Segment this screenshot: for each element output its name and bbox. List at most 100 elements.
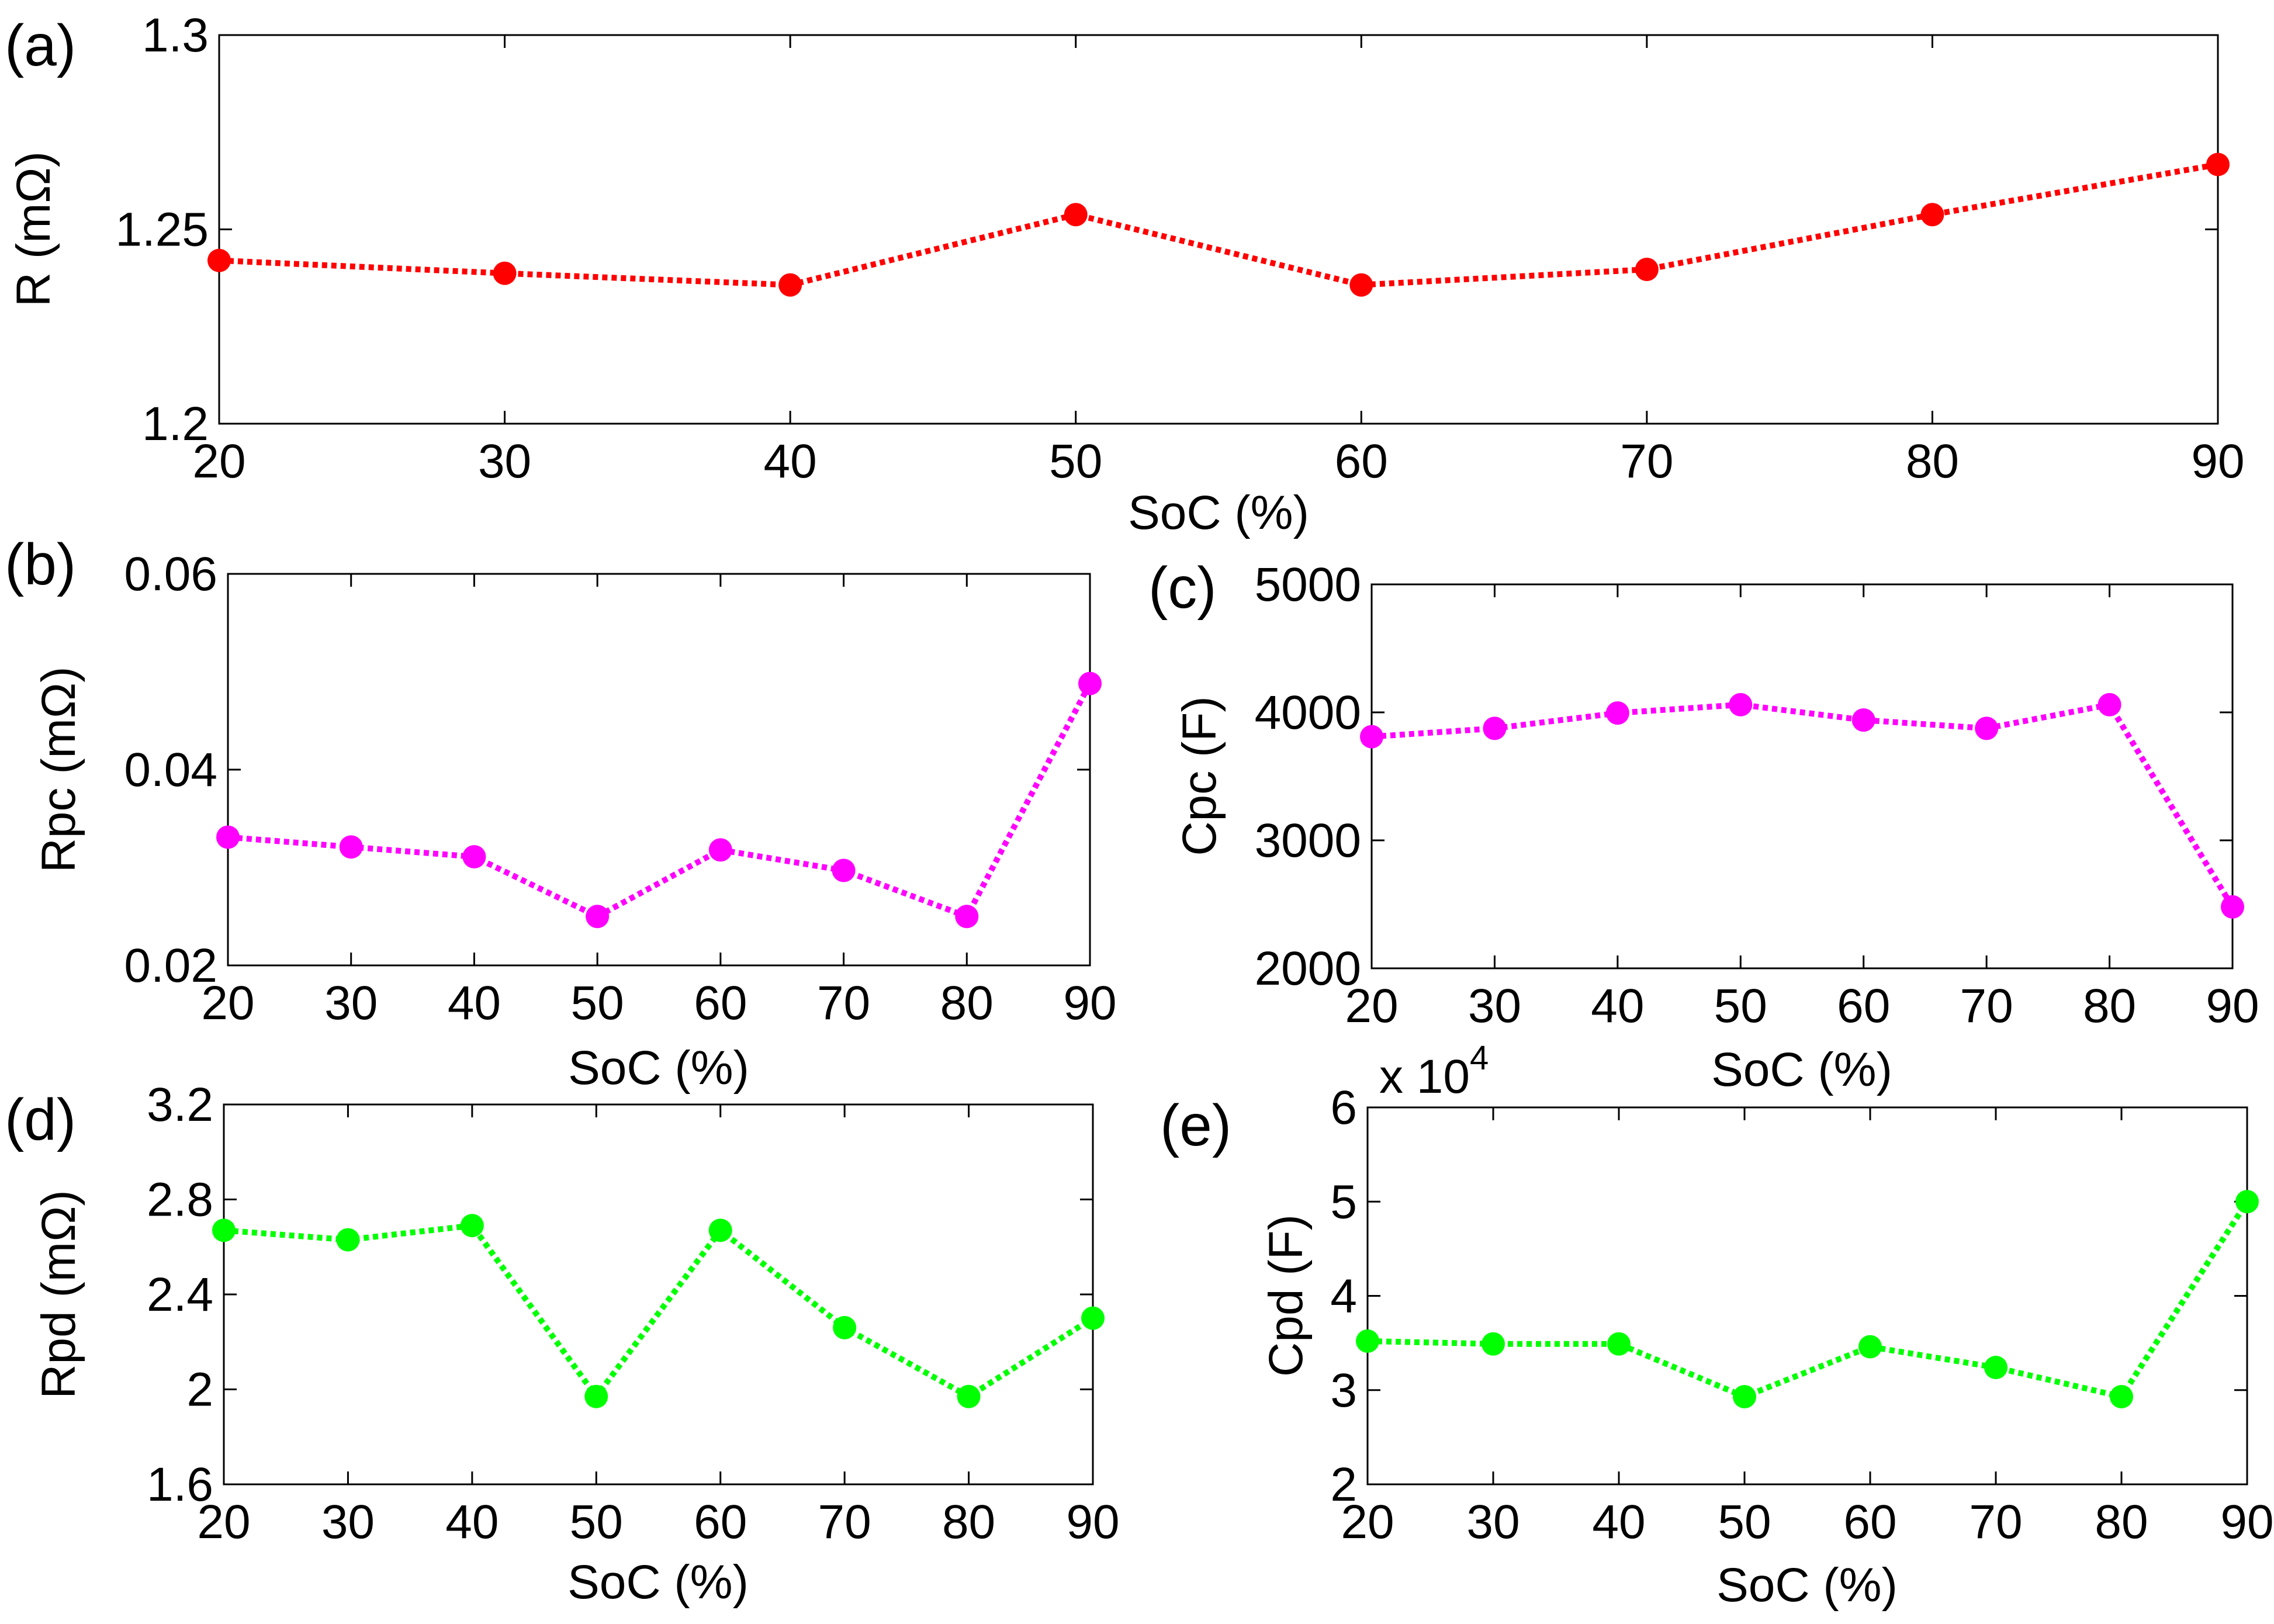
panel-d-series-line	[223, 1222, 1095, 1402]
panel-d-data-point	[1081, 1306, 1105, 1330]
panel-b-ytick-label: 0.02	[124, 939, 217, 992]
panel-e-data-point	[2235, 1190, 2259, 1214]
panel-e-data-point	[1482, 1332, 1505, 1356]
panel-d-data-point	[584, 1384, 608, 1408]
panel-c-ytick-label: 2000	[1255, 942, 1361, 995]
panel-b-series-line	[227, 682, 1093, 920]
panel-c-series-line	[1371, 701, 2235, 909]
panel-e-plot-area	[1366, 1106, 2248, 1486]
panel-b-data-point	[216, 825, 240, 849]
panel-a-xtick-label: 30	[478, 435, 531, 488]
panel-b-xtick-label: 40	[448, 977, 501, 1030]
panel-d-xtick-label: 50	[570, 1495, 623, 1549]
panel-d-data-point	[336, 1228, 360, 1252]
panel-d-data-point	[212, 1218, 236, 1242]
panel-b-ytick-label: 0.06	[124, 548, 217, 601]
panel-d-xtick-label: 20	[197, 1495, 250, 1549]
panel-d-xtick-label: 90	[1066, 1495, 1119, 1549]
panel-a-xtick-label: 50	[1049, 435, 1102, 488]
panel-c-xtick-label: 90	[2206, 979, 2259, 1033]
panel-c-xtick-label: 80	[2083, 979, 2136, 1033]
panel-c-xtick-label: 50	[1714, 979, 1767, 1033]
panel-a-xtick-label: 40	[764, 435, 817, 488]
panel-d-ytick-label: 2.4	[147, 1268, 213, 1321]
panel-e-ytick-label: 5	[1330, 1175, 1357, 1228]
panel-e-data-point	[1356, 1329, 1379, 1353]
panel-c-data-point	[1360, 725, 1383, 749]
panel-e-xtick-label: 50	[1718, 1495, 1771, 1549]
panel-b-data-point	[832, 858, 856, 882]
panel-a-y-axis-label: R (mΩ)	[7, 151, 60, 307]
panel-c-xtick-label: 40	[1591, 979, 1644, 1033]
panel-a-xtick-label: 60	[1335, 435, 1388, 488]
panel-a-label: (a)	[5, 13, 76, 78]
panel-d-y-axis-label: Rpd (mΩ)	[32, 1190, 85, 1398]
panel-d-xtick-label: 70	[818, 1495, 871, 1549]
panel-a-data-point	[1920, 203, 1944, 227]
panel-d-xtick-label: 40	[445, 1495, 499, 1549]
panel-d-plot-area	[223, 1103, 1094, 1486]
panel-b-xtick-label: 30	[324, 977, 378, 1030]
panel-a-r-vs-soc: (a) 20 30 40 50 60 70 80 90 1.2 1.25 1.3 SoC (%) R…	[5, 9, 2245, 539]
panel-e-xtick-label: 60	[1843, 1495, 1896, 1549]
panel-b-data-point	[955, 905, 979, 929]
panel-a-data-point	[207, 248, 231, 272]
panel-a-ytick-label: 1.2	[142, 397, 209, 451]
panel-e-xtick-label: 80	[2095, 1495, 2148, 1549]
panel-b-xtick-label: 20	[201, 977, 254, 1030]
panel-b-xtick-label: 70	[817, 977, 870, 1030]
panel-b-data-point	[1078, 671, 1102, 695]
panel-a-data-point	[1635, 257, 1659, 281]
panel-b-xtick-label: 60	[694, 977, 747, 1030]
panel-c-data-point	[2098, 692, 2121, 716]
panel-b-x-axis-label: SoC (%)	[568, 1041, 749, 1095]
panel-c-xtick-label: 20	[1345, 979, 1398, 1033]
panel-a-xtick-label: 70	[1620, 435, 1673, 488]
panel-b-rpc-vs-soc: (b) 20 30 40 50 60 70 80 90 0.02 0.04 0.06 SoC (%)…	[5, 532, 1117, 1095]
panel-c-ytick-label: 4000	[1255, 686, 1361, 739]
panel-c-data-point	[2221, 895, 2244, 919]
panel-c-ytick-label: 3000	[1255, 814, 1361, 867]
panel-d-data-point	[708, 1218, 732, 1242]
panel-c-data-point	[1729, 692, 1753, 716]
panel-a-ytick-label: 1.25	[115, 203, 209, 257]
panel-e-xtick-label: 70	[1969, 1495, 2022, 1549]
panel-d-rpd-vs-soc: (d) 20 30 40 50 60 70 80 90 1.6 2 2.4 2.8 3.2 SoC (%…	[5, 1078, 1120, 1609]
panel-e-data-point	[2110, 1385, 2133, 1409]
panel-e-ytick-label: 4	[1330, 1270, 1357, 1323]
panel-c-xtick-label: 30	[1468, 979, 1521, 1033]
panel-b-data-point	[708, 838, 732, 862]
panel-d-ytick-label: 3.2	[147, 1078, 213, 1131]
panel-c-cpc-vs-soc: (c) 20 30 40 50 60 70 80 90 2000 3000 4000 5000 SoC…	[1148, 555, 2259, 1096]
panel-c-xtick-label: 70	[1960, 979, 2013, 1033]
panel-b-xtick-label: 80	[940, 977, 994, 1030]
panel-d-data-point	[957, 1384, 981, 1408]
panel-d-xtick-label: 80	[942, 1495, 995, 1549]
panel-e-series-line	[1367, 1200, 2250, 1400]
panel-e-xtick-label: 30	[1466, 1495, 1520, 1549]
panel-e-data-point	[1733, 1385, 1756, 1409]
panel-c-ytick-label: 5000	[1255, 558, 1361, 611]
panel-b-ytick-label: 0.04	[124, 743, 217, 797]
panel-d-xtick-label: 60	[694, 1495, 747, 1549]
panel-e-y-axis-label: Cpd (F)	[1259, 1214, 1313, 1377]
panel-a-xtick-label: 20	[192, 435, 245, 488]
panel-c-data-point	[1605, 701, 1629, 725]
panel-e-xtick-label: 90	[2220, 1495, 2273, 1549]
panel-e-y-multiplier: x 104	[1379, 1039, 1489, 1103]
panel-a-xtick-label: 90	[2191, 435, 2244, 488]
panel-b-label: (b)	[5, 532, 76, 597]
panel-a-data-point	[493, 261, 517, 285]
panel-e-data-point	[1607, 1332, 1631, 1356]
panel-d-data-point	[833, 1315, 857, 1339]
panel-b-data-point	[339, 835, 363, 859]
panel-e-xtick-label: 40	[1592, 1495, 1645, 1549]
panel-a-data-point	[778, 273, 802, 297]
panel-c-data-point	[1851, 708, 1875, 732]
panel-a-data-point	[1064, 203, 1088, 227]
panel-b-data-point	[462, 845, 486, 869]
panel-e-x-axis-label: SoC (%)	[1716, 1559, 1898, 1612]
panel-e-data-point	[1984, 1356, 2008, 1380]
